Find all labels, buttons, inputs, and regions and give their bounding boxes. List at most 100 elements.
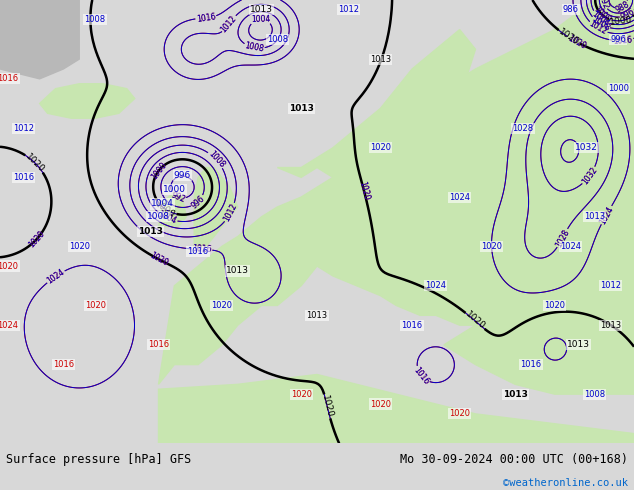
Text: 1032: 1032 (580, 166, 599, 186)
Text: 1012: 1012 (222, 202, 239, 223)
Text: 1004: 1004 (590, 9, 611, 28)
Text: 1008: 1008 (206, 149, 226, 170)
Polygon shape (0, 0, 79, 79)
Text: 1024: 1024 (598, 204, 615, 226)
Text: 1020: 1020 (23, 152, 46, 174)
Text: 1020: 1020 (68, 242, 90, 251)
Text: 1028: 1028 (554, 227, 571, 248)
Text: 1013: 1013 (503, 390, 527, 399)
Text: 1012: 1012 (588, 20, 609, 37)
Text: 992: 992 (597, 0, 611, 10)
Polygon shape (444, 325, 634, 394)
Text: 1004: 1004 (251, 15, 270, 24)
Text: 1004: 1004 (590, 9, 611, 28)
Text: 1024: 1024 (45, 268, 66, 286)
Text: 1020: 1020 (27, 229, 47, 249)
Text: 1000: 1000 (609, 15, 633, 26)
Text: 992: 992 (597, 0, 611, 10)
Text: 1013: 1013 (250, 5, 273, 14)
Text: 1012: 1012 (222, 202, 239, 223)
Text: 1020: 1020 (370, 399, 391, 409)
Text: 1008: 1008 (206, 149, 226, 170)
Text: 1000: 1000 (149, 160, 168, 181)
Text: 988: 988 (614, 0, 631, 15)
Text: 1008: 1008 (267, 35, 288, 44)
Text: 1016: 1016 (401, 320, 423, 330)
Text: 1016: 1016 (13, 173, 34, 182)
Text: 1020: 1020 (463, 310, 487, 332)
Text: 1008: 1008 (84, 15, 106, 24)
Text: 1012: 1012 (338, 5, 359, 14)
Text: 1016: 1016 (521, 360, 541, 369)
Text: 1028: 1028 (512, 123, 534, 133)
Polygon shape (158, 192, 186, 227)
Text: 996: 996 (619, 7, 634, 22)
Text: 1013: 1013 (226, 267, 249, 275)
Text: 992: 992 (169, 190, 186, 204)
Text: 1024: 1024 (425, 281, 446, 290)
Text: 1020: 1020 (544, 301, 566, 310)
Text: Mo 30-09-2024 00:00 UTC (00+168): Mo 30-09-2024 00:00 UTC (00+168) (399, 453, 628, 466)
Text: 1016: 1016 (53, 360, 74, 369)
Text: 988: 988 (614, 0, 631, 15)
Text: 1008: 1008 (590, 15, 611, 33)
Text: 1008: 1008 (590, 15, 611, 33)
Text: 1016: 1016 (196, 12, 216, 24)
Text: 1013: 1013 (138, 227, 163, 236)
Text: 1024: 1024 (560, 242, 581, 251)
Text: 1020: 1020 (27, 229, 47, 249)
Text: 1016: 1016 (192, 245, 212, 254)
Text: 1000: 1000 (607, 84, 629, 93)
Text: 1004: 1004 (251, 15, 270, 24)
Polygon shape (158, 0, 634, 394)
Text: 1020: 1020 (370, 143, 391, 152)
Text: 996: 996 (610, 35, 626, 44)
Polygon shape (39, 84, 134, 118)
Text: 1013: 1013 (600, 320, 621, 330)
Text: 1024: 1024 (598, 204, 615, 226)
Text: 1012: 1012 (588, 20, 609, 37)
Text: 1016: 1016 (196, 12, 216, 24)
Text: 1012: 1012 (600, 281, 621, 290)
Text: 996: 996 (619, 7, 634, 22)
Text: 1020: 1020 (357, 180, 371, 201)
Text: 1016: 1016 (0, 74, 18, 83)
Text: 996: 996 (190, 194, 206, 210)
Text: 1000: 1000 (163, 185, 186, 194)
Text: 1020: 1020 (149, 251, 170, 268)
Polygon shape (158, 374, 634, 443)
Text: 1008: 1008 (584, 390, 605, 399)
Text: 1020: 1020 (290, 390, 312, 399)
Text: 1008: 1008 (244, 41, 264, 54)
Text: 1016: 1016 (188, 247, 209, 256)
Text: 1016: 1016 (192, 245, 212, 254)
Text: 1012: 1012 (219, 14, 238, 34)
Text: 1013: 1013 (288, 104, 314, 113)
Polygon shape (278, 29, 476, 177)
Text: 996: 996 (174, 171, 191, 180)
Text: 1004: 1004 (151, 199, 174, 208)
Text: 1004: 1004 (157, 210, 178, 226)
Text: 1013: 1013 (567, 341, 590, 349)
Text: Surface pressure [hPa] GFS: Surface pressure [hPa] GFS (6, 453, 191, 466)
Text: 1020: 1020 (0, 262, 18, 270)
Text: 1020: 1020 (357, 180, 371, 201)
Polygon shape (194, 168, 238, 246)
Text: 1016: 1016 (148, 341, 169, 349)
Text: 1012: 1012 (13, 123, 34, 133)
Text: 992: 992 (169, 190, 186, 204)
Text: 1013: 1013 (370, 54, 391, 64)
Text: 1008: 1008 (244, 41, 264, 54)
Text: 1032: 1032 (575, 143, 598, 152)
Text: 1020: 1020 (211, 301, 233, 310)
Text: 1016: 1016 (411, 365, 430, 386)
Text: 1000: 1000 (592, 5, 612, 24)
Text: 1020: 1020 (566, 33, 588, 50)
Text: 1032: 1032 (580, 166, 599, 186)
Text: 996: 996 (190, 194, 206, 210)
Text: 1028: 1028 (554, 227, 571, 248)
Text: 1004: 1004 (157, 210, 178, 226)
Text: 1000: 1000 (153, 199, 178, 220)
Text: 1020: 1020 (557, 27, 581, 48)
Text: 986: 986 (562, 5, 579, 14)
